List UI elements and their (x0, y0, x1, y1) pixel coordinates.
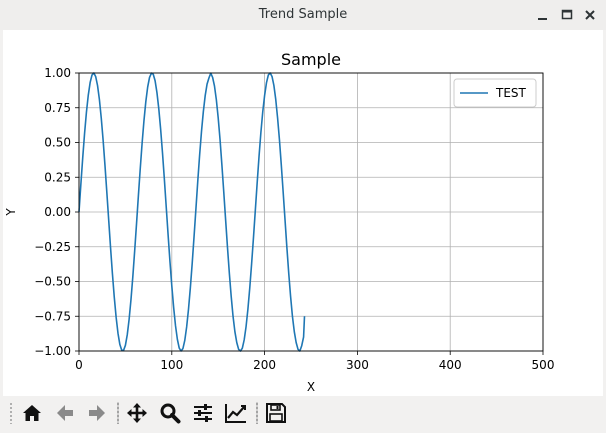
y-tick-label: 0.00 (44, 205, 71, 219)
back-button[interactable] (51, 399, 79, 427)
close-button[interactable] (580, 5, 600, 25)
y-tick-label: 0.75 (44, 101, 71, 115)
line-chart-icon (225, 404, 246, 423)
window-title: Trend Sample (258, 7, 348, 22)
minimize-icon (538, 18, 547, 20)
x-tick-label: 300 (346, 358, 369, 372)
y-tick-label: 1.00 (44, 66, 71, 80)
arrow-left-icon (57, 405, 73, 421)
x-axis-label: X (307, 380, 315, 394)
maximize-icon (561, 9, 573, 20)
forward-button[interactable] (83, 399, 111, 427)
floppy-disk-icon (266, 403, 286, 423)
save-button[interactable] (262, 399, 290, 427)
toolbar-separator (117, 402, 119, 424)
edit-axes-button[interactable] (222, 399, 250, 427)
legend-label: TEST (495, 86, 527, 100)
y-tick-label: −0.50 (34, 275, 71, 289)
maximize-button[interactable] (557, 5, 577, 25)
magnifier-icon (160, 403, 181, 424)
x-tick-label: 500 (532, 358, 555, 372)
series-line-test (78, 72, 306, 352)
close-icon (585, 10, 595, 20)
chart-title: Sample (281, 50, 341, 69)
y-tick-label: 0.50 (44, 136, 71, 150)
zoom-button[interactable] (156, 399, 184, 427)
home-button[interactable] (18, 399, 46, 427)
y-tick-label: −1.00 (34, 344, 71, 358)
x-tick-label: 200 (253, 358, 276, 372)
legend-box (453, 78, 537, 108)
y-axis-label: Y (4, 208, 18, 217)
toolbar-separator (256, 402, 258, 424)
x-tick-label: 0 (75, 358, 83, 372)
sliders-icon (194, 404, 212, 422)
window-titlebar: Trend Sample (0, 0, 606, 30)
subplots-button[interactable] (189, 399, 217, 427)
navigation-toolbar (0, 396, 606, 433)
figure-canvas[interactable]: Sample 0 100 200 300 400 500 1.00 0.75 0.50 0.25 0.… (3, 30, 603, 396)
arrow-right-icon (89, 405, 105, 421)
y-tick-label: 0.25 (44, 170, 71, 184)
chart-svg: Sample 0 100 200 300 400 500 1.00 0.75 0.50 0.25 0.… (4, 50, 555, 394)
x-tick-label: 400 (439, 358, 462, 372)
move-icon (127, 403, 147, 423)
y-tick-label: −0.75 (34, 309, 71, 323)
plot-frame (78, 72, 544, 352)
minimize-button[interactable] (533, 5, 553, 25)
home-icon (23, 405, 41, 421)
pan-button[interactable] (123, 399, 151, 427)
x-tick-label: 100 (160, 358, 183, 372)
y-tick-label: −0.25 (34, 240, 71, 254)
toolbar-grip[interactable] (9, 402, 13, 424)
